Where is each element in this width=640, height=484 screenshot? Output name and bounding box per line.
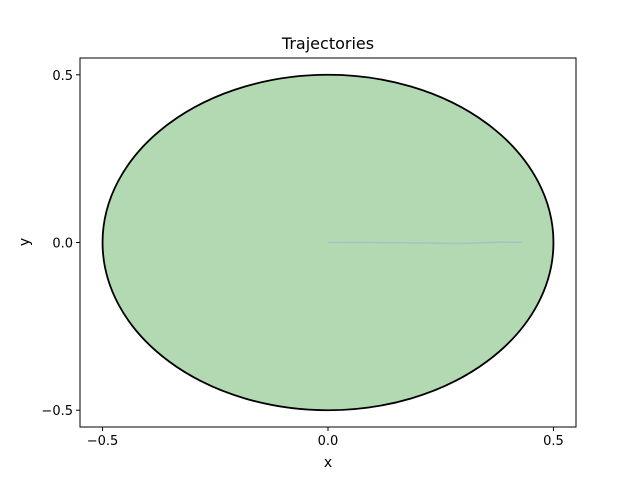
x-axis-label: x [324,455,332,471]
x-tick-label: 0.5 [543,434,564,449]
y-axis-label: y [17,238,33,246]
x-axis-ticks: −0.5 0.0 0.5 [87,427,564,449]
boundary-circle-edge [101,73,555,412]
trajectory-line-1 [328,241,522,245]
chart-title: Trajectories [281,34,374,53]
y-axis-ticks: −0.5 0.0 0.5 [41,69,80,419]
x-tick-label: −0.5 [87,434,119,449]
x-tick-label: 0.0 [318,434,339,449]
y-tick-label: −0.5 [41,404,73,419]
y-tick-label: 0.0 [52,237,73,252]
y-tick-label: 0.5 [52,69,73,84]
plot-content [101,73,555,412]
